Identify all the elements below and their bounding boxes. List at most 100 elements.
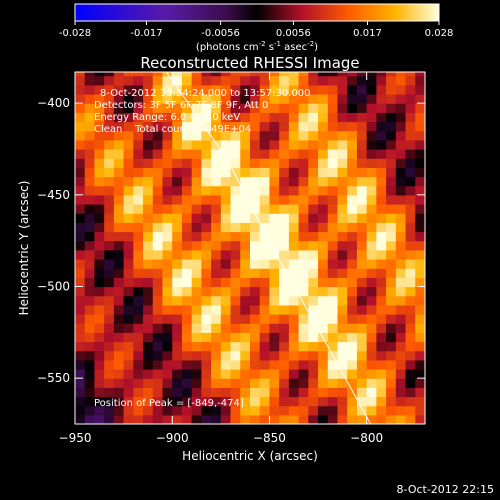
heatmap-cell xyxy=(405,139,416,150)
heatmap-cell xyxy=(318,204,329,214)
heatmap-cell xyxy=(318,277,329,288)
heatmap-cell xyxy=(376,194,387,205)
heatmap-cell xyxy=(162,130,173,141)
heatmap-cell xyxy=(327,139,339,150)
heatmap-cell xyxy=(405,249,416,260)
heatmap-cell xyxy=(250,259,261,269)
heatmap-cell xyxy=(269,249,280,260)
heatmap-cell xyxy=(123,396,134,407)
heatmap-cell xyxy=(327,240,339,251)
heatmap-cell xyxy=(386,204,397,214)
heatmap-cell xyxy=(356,121,368,132)
heatmap-cell xyxy=(230,259,241,269)
heatmap-cell xyxy=(240,176,251,187)
heatmap-cell xyxy=(191,323,202,333)
heatmap-cell xyxy=(318,405,329,416)
heatmap-cell xyxy=(201,213,212,223)
heatmap-cell xyxy=(269,414,280,424)
heatmap-cell xyxy=(240,378,251,388)
heatmap-cell xyxy=(347,277,358,288)
heatmap-cell xyxy=(181,112,193,123)
heatmap-cell xyxy=(172,405,183,416)
heatmap-cell xyxy=(250,139,261,150)
heatmap-cell xyxy=(84,323,96,333)
heatmap-cell xyxy=(308,94,319,104)
heatmap-cell xyxy=(143,387,154,398)
heatmap-cell xyxy=(172,369,183,379)
heatmap-cell xyxy=(113,139,125,150)
heatmap-cell xyxy=(298,222,309,233)
heatmap-cell xyxy=(298,94,309,104)
heatmap-cell xyxy=(152,387,164,398)
heatmap-cell xyxy=(143,396,154,407)
heatmap-cell xyxy=(181,213,193,223)
heatmap-cell xyxy=(366,231,377,242)
heatmap-cell xyxy=(250,240,261,251)
heatmap-cell xyxy=(181,231,193,242)
heatmap-cell xyxy=(162,167,173,178)
heatmap-cell xyxy=(230,350,241,361)
heatmap-cell xyxy=(211,94,222,104)
heatmap-cell xyxy=(152,103,164,113)
heatmap-cell xyxy=(250,369,261,379)
heatmap-cell xyxy=(143,94,154,104)
heatmap-cell xyxy=(94,176,105,187)
heatmap-cell xyxy=(298,84,309,95)
heatmap-cell xyxy=(220,149,232,159)
heatmap-cell xyxy=(230,130,241,141)
heatmap-cell xyxy=(288,231,300,242)
heatmap-cell xyxy=(259,130,271,141)
colorbar-tick-label: -0.0056 xyxy=(201,28,240,39)
heatmap-cell xyxy=(220,103,232,113)
heatmap-cell xyxy=(308,295,319,306)
heatmap-cell xyxy=(366,304,377,315)
heatmap-cell xyxy=(162,240,173,251)
heatmap-cell xyxy=(259,112,271,123)
heatmap-cell xyxy=(220,240,232,251)
heatmap-cell xyxy=(104,167,115,178)
heatmap-cell xyxy=(211,405,222,416)
heatmap-cell xyxy=(347,231,358,242)
heatmap-cell xyxy=(318,268,329,278)
heatmap-cell xyxy=(181,259,193,269)
heatmap-cell xyxy=(113,103,125,113)
heatmap-cell xyxy=(327,231,339,242)
heatmap-cell xyxy=(288,112,300,123)
heatmap-cell xyxy=(259,304,271,315)
heatmap-cell xyxy=(347,84,358,95)
heatmap-cell xyxy=(240,304,251,315)
heatmap-cell xyxy=(318,323,329,333)
heatmap-cell xyxy=(220,130,232,141)
heatmap-cell xyxy=(259,277,271,288)
heatmap-cell xyxy=(133,121,144,132)
heatmap-cell xyxy=(327,295,339,306)
heatmap-cell xyxy=(356,359,368,370)
heatmap-cell xyxy=(133,194,144,205)
heatmap-cell xyxy=(143,378,154,388)
heatmap-cell xyxy=(318,84,329,95)
heatmap-cell xyxy=(308,259,319,269)
heatmap-cell xyxy=(75,112,86,123)
heatmap-cell xyxy=(181,167,193,178)
heatmap-cell xyxy=(152,204,164,214)
heatmap-cell xyxy=(123,304,134,315)
heatmap-cell xyxy=(104,304,115,315)
heatmap-cell xyxy=(123,387,134,398)
heatmap-cell xyxy=(308,204,319,214)
heatmap-cell xyxy=(288,103,300,113)
heatmap-cell xyxy=(104,332,115,343)
heatmap-cell xyxy=(366,185,377,196)
heatmap-cell xyxy=(337,277,348,288)
heatmap-cell xyxy=(152,121,164,132)
heatmap-cell xyxy=(308,286,319,297)
heatmap-cell xyxy=(133,323,144,333)
heatmap-cell xyxy=(318,149,329,159)
heatmap-cell xyxy=(152,378,164,388)
heatmap-cell xyxy=(269,240,280,251)
heatmap-cell xyxy=(347,396,358,407)
heatmap-cell xyxy=(386,323,397,333)
heatmap-cell xyxy=(230,304,241,315)
heatmap-cell xyxy=(386,103,397,113)
heatmap-cell xyxy=(259,213,271,223)
heatmap-cell xyxy=(220,112,232,123)
